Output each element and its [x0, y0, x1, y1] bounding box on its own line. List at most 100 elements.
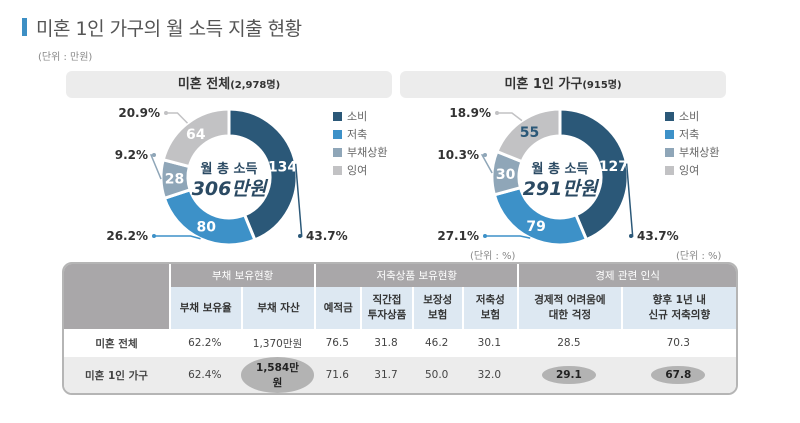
column-header: 향후 1년 내 신규 저축의향: [620, 287, 736, 329]
percentage-label: 26.2%: [106, 229, 148, 243]
slice-value-label: 64: [186, 127, 206, 143]
legend-swatch: [665, 165, 674, 175]
table-cell: 62.2%: [168, 329, 241, 357]
highlight-pill: 1,584만원: [240, 357, 315, 393]
group-header: 저축상품 보유현황: [314, 264, 518, 287]
title-accent-bar: [22, 18, 27, 36]
leader-dot: [483, 234, 487, 238]
chart-panel-title: 미혼 전체(2,978명): [66, 71, 392, 98]
unit-percent-label: (단위 : %): [676, 251, 722, 262]
percentage-label: 43.7%: [306, 229, 348, 243]
legend-swatch: [333, 129, 342, 139]
legend-label: 저축: [347, 128, 368, 141]
column-header: 경제적 어려움에 대한 걱정: [517, 287, 621, 329]
slice-value-label: 28: [165, 172, 184, 188]
percentage-label: 10.3%: [437, 148, 479, 162]
table-cell: 70.3: [620, 329, 736, 357]
leader-line: [485, 235, 531, 239]
legend-swatch: [333, 111, 342, 121]
table-cell: 50.0: [411, 357, 462, 393]
unit-percent-label: (단위 : %): [470, 251, 516, 262]
table-cell: 67.8: [620, 357, 736, 393]
table-cell: 1,584만원: [240, 357, 315, 393]
legend-swatch: [665, 111, 674, 121]
group-header: 경제 관련 인식: [517, 264, 736, 287]
slice-value-label: 134: [268, 159, 297, 175]
legend-swatch: [333, 165, 342, 175]
table-cell: 71.6: [314, 357, 361, 393]
leader-line: [480, 154, 493, 174]
donut-slice-소비: [558, 107, 630, 242]
table-cell: 30.1: [461, 329, 518, 357]
summary-table: 부채 보유현황 저축상품 보유현황 경제 관련 인식 부채 보유율 부채 자산 예적…: [62, 262, 738, 395]
leader-dot: [152, 153, 156, 157]
legend-item: 부채상환: [333, 143, 387, 161]
column-header: 직간접 투자상품: [360, 287, 412, 329]
slice-value-label: 55: [520, 125, 539, 141]
panel-count: (2,978명): [230, 80, 281, 91]
legend-item: 잉여: [333, 161, 387, 179]
legend-label: 잉여: [679, 164, 700, 177]
row-header: 미혼 전체: [64, 329, 169, 357]
column-header: 부채 자산: [240, 287, 315, 329]
table-cell: 28.5: [517, 329, 621, 357]
center-value: 291만원: [523, 178, 600, 200]
slice-value-label: 30: [496, 167, 516, 183]
percentage-label: 18.9%: [449, 106, 491, 120]
legend-item: 소비: [665, 107, 719, 125]
row-header: 미혼 1인 가구: [64, 357, 169, 393]
legend-item: 소비: [333, 107, 387, 125]
panel-count: (915명): [582, 80, 622, 91]
leader-line: [166, 112, 189, 124]
legend-label: 저축: [679, 128, 700, 141]
legend-swatch: [333, 147, 342, 157]
leader-line: [154, 235, 201, 240]
panel-title-text: 미혼 전체: [177, 77, 231, 92]
leader-dot: [629, 234, 633, 238]
donut-slice-잉여: [161, 107, 231, 169]
table-cell: 29.1: [517, 357, 621, 393]
legend-label: 부채상환: [347, 146, 388, 159]
legend-item: 저축: [665, 125, 719, 143]
table-cell: 76.5: [314, 329, 361, 357]
legend-label: 잉여: [347, 164, 368, 177]
panel-title-text: 미혼 1인 가구: [504, 77, 583, 92]
center-label: 월 총 소득: [201, 161, 258, 177]
table-corner: [64, 264, 169, 329]
table-cell: 31.7: [360, 357, 412, 393]
slice-value-label: 127: [599, 159, 628, 175]
legend-item: 저축: [333, 125, 387, 143]
donut-slice-잉여: [494, 107, 562, 164]
leader-dot: [164, 111, 168, 115]
legend-label: 부채상환: [679, 146, 720, 159]
slice-value-label: 80: [196, 220, 216, 236]
center-value: 306만원: [192, 178, 269, 200]
highlight-pill: 67.8: [651, 366, 706, 384]
table-cell: 31.8: [360, 329, 412, 357]
legend-label: 소비: [347, 110, 368, 123]
percentage-label: 9.2%: [115, 148, 148, 162]
leader-dot: [152, 234, 156, 238]
legend-item: 부채상환: [665, 143, 719, 161]
unit-label: (단위 : 만원): [38, 52, 93, 63]
percentage-label: 20.9%: [118, 106, 160, 120]
chart-panel-title: 미혼 1인 가구(915명): [400, 71, 726, 98]
leader-dot: [298, 234, 302, 238]
table-cell: 62.4%: [168, 357, 241, 393]
column-header: 부채 보유율: [168, 287, 241, 329]
leader-dot: [495, 111, 499, 115]
leader-line: [497, 112, 523, 122]
table-cell: 32.0: [461, 357, 518, 393]
table-cell: 46.2: [411, 329, 462, 357]
slice-value-label: 79: [526, 219, 545, 235]
leader-dot: [483, 153, 487, 157]
percentage-label: 43.7%: [637, 229, 679, 243]
column-header: 예적금: [314, 287, 361, 329]
legend-item: 잉여: [665, 161, 719, 179]
donut-slice-소비: [227, 107, 299, 242]
leader-line: [625, 163, 634, 237]
